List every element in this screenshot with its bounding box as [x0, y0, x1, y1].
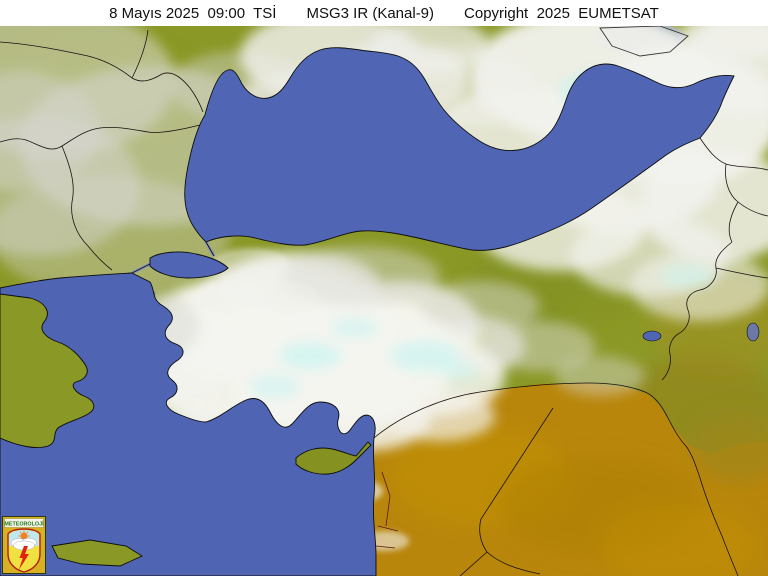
image-header-bar: 8 Mayıs 2025 09:00 TSİ MSG3 IR (Kanal-9)… — [0, 0, 768, 26]
satellite-map — [0, 26, 768, 576]
header-datetime: 8 Mayıs 2025 09:00 TSİ — [109, 4, 277, 22]
header-copyright: Copyright 2025 EUMETSAT — [464, 4, 659, 22]
cloud-icon — [10, 537, 37, 551]
desert-shading — [390, 411, 768, 576]
satellite-map-canvas — [0, 26, 768, 576]
lake-van — [642, 330, 662, 342]
logo-title-band — [4, 518, 44, 528]
header-product: MSG3 IR (Kanal-9) — [306, 4, 435, 22]
lightning-bolt-icon — [18, 546, 29, 570]
meteoroloji-logo: METEOROLOJİ — [2, 516, 46, 574]
logo-title-text: METEOROLOJİ — [4, 521, 44, 528]
political-borders-overlay — [0, 29, 768, 576]
lake-urmia — [746, 322, 760, 342]
cold-cloud-tops-anatolia — [249, 317, 480, 398]
coastline-overlay — [0, 26, 735, 576]
sun-icon — [18, 530, 30, 540]
levant-borders-overlay — [375, 471, 399, 549]
